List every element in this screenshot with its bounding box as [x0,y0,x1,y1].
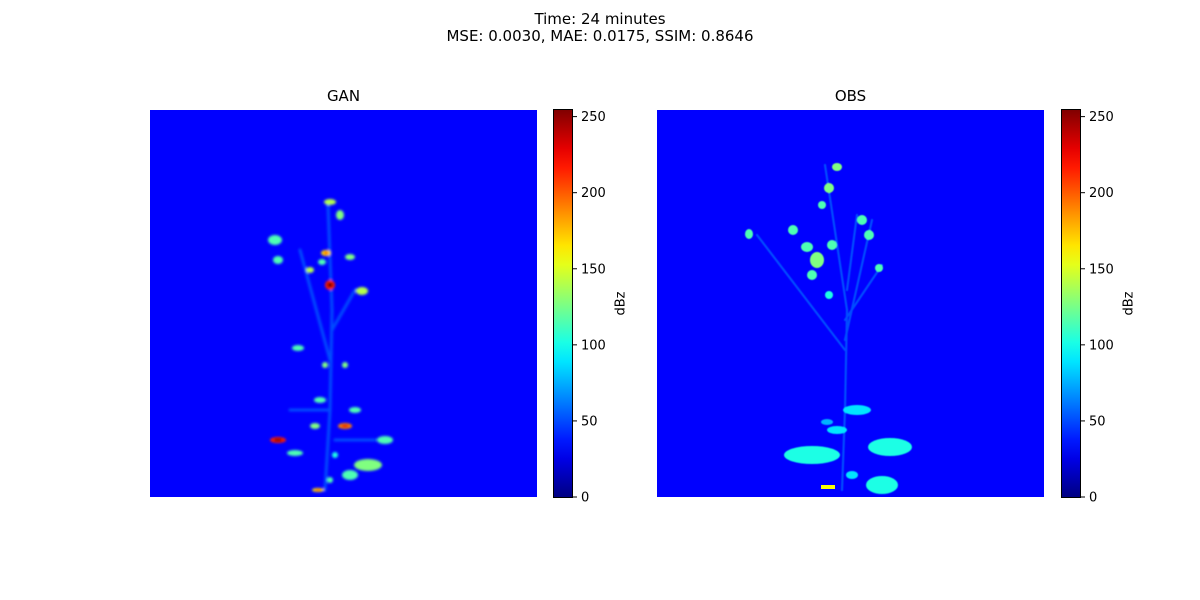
stem-mark [323,408,332,492]
intensity-blob [875,264,883,272]
colorbar-gradient [553,109,573,498]
stem-mark [298,248,332,362]
intensity-blob [788,225,798,235]
figure-title-line2: MSE: 0.0030, MAE: 0.0175, SSIM: 0.8646 [446,27,754,45]
intensity-blob [306,267,314,273]
colorbar-tick-label: 200 [581,186,606,201]
intensity-blob [824,183,834,193]
intensity-blob [827,426,847,434]
intensity-blob [866,476,898,494]
intensity-blob [345,254,355,260]
intensity-blob [807,270,817,280]
heatmap-background [150,110,537,497]
gan-colorbar-label: dBz [613,291,629,316]
colorbar-tick-label: 50 [581,414,598,429]
intensity-blob [268,235,282,245]
intensity-core [341,424,349,428]
intensity-blob [327,477,333,483]
obs-panel-title: OBS [834,87,867,105]
intensity-blob [784,446,840,464]
stem-mark [330,288,357,332]
intensity-blob [349,407,361,413]
intensity-blob [810,252,824,268]
obs-colorbar-ticks: 0 50 100 150 200 250 [1081,110,1114,506]
stem-mark [840,408,847,492]
intensity-blob [818,201,826,209]
intensity-blob [292,345,304,351]
intensity-blob [324,199,336,205]
intensity-blob [857,215,867,225]
intensity-blob [354,459,382,471]
intensity-blob [332,452,338,458]
colorbar-tick-label: 0 [581,491,589,506]
intensity-blob [322,362,328,368]
intensity-blob [287,450,303,456]
gan-colorbar-ticks: 0 50 100 150 200 250 [573,110,606,506]
intensity-blob [342,362,348,368]
intensity-blob [318,259,326,265]
colorbar-tick-label: 250 [1089,110,1114,125]
intensity-blob [745,229,753,239]
colorbar-tick-label: 0 [1089,491,1097,506]
intensity-core [327,282,333,288]
intensity-blob [314,397,326,403]
stem-mark [326,203,334,312]
intensity-blob [827,240,837,250]
figure-title-line1: Time: 24 minutes [534,10,666,28]
gan-colorbar [553,109,573,498]
intensity-blob [273,256,283,264]
stem-mark [843,263,884,322]
stem-mark [845,213,859,292]
colorbar-tick-label: 150 [1089,262,1114,277]
colorbar-tick-label: 100 [1089,338,1114,353]
intensity-blob [356,287,368,295]
colorbar-tick-label: 50 [1089,414,1106,429]
intensity-blob [832,163,842,171]
intensity-marker [821,485,835,489]
intensity-blob [336,210,344,220]
gan-panel-title: GAN [326,87,361,105]
stem-mark [843,218,874,342]
intensity-blob [342,470,358,480]
intensity-blob [821,419,833,425]
colorbar-tick-label: 100 [581,338,606,353]
intensity-blob [310,423,320,429]
colorbar-tick-label: 250 [581,110,606,125]
intensity-core [273,438,283,442]
intensity-blob [825,291,833,299]
intensity-blob [377,436,393,444]
intensity-core [323,251,329,255]
stem-mark [755,233,847,352]
obs-colorbar-label: dBz [1121,291,1137,316]
stem-mark [843,308,849,412]
colorbar-gradient [1061,109,1081,498]
heatmap-background [657,110,1044,497]
intensity-blob [846,471,858,479]
gan-heatmap [150,110,537,497]
intensity-blob [843,405,871,415]
intensity-blob [864,230,874,240]
obs-colorbar [1061,109,1081,498]
colorbar-tick-label: 150 [581,262,606,277]
intensity-blob [801,242,813,252]
intensity-core [314,489,322,491]
colorbar-tick-label: 200 [1089,186,1114,201]
obs-heatmap [657,110,1044,497]
intensity-blob [868,438,912,456]
